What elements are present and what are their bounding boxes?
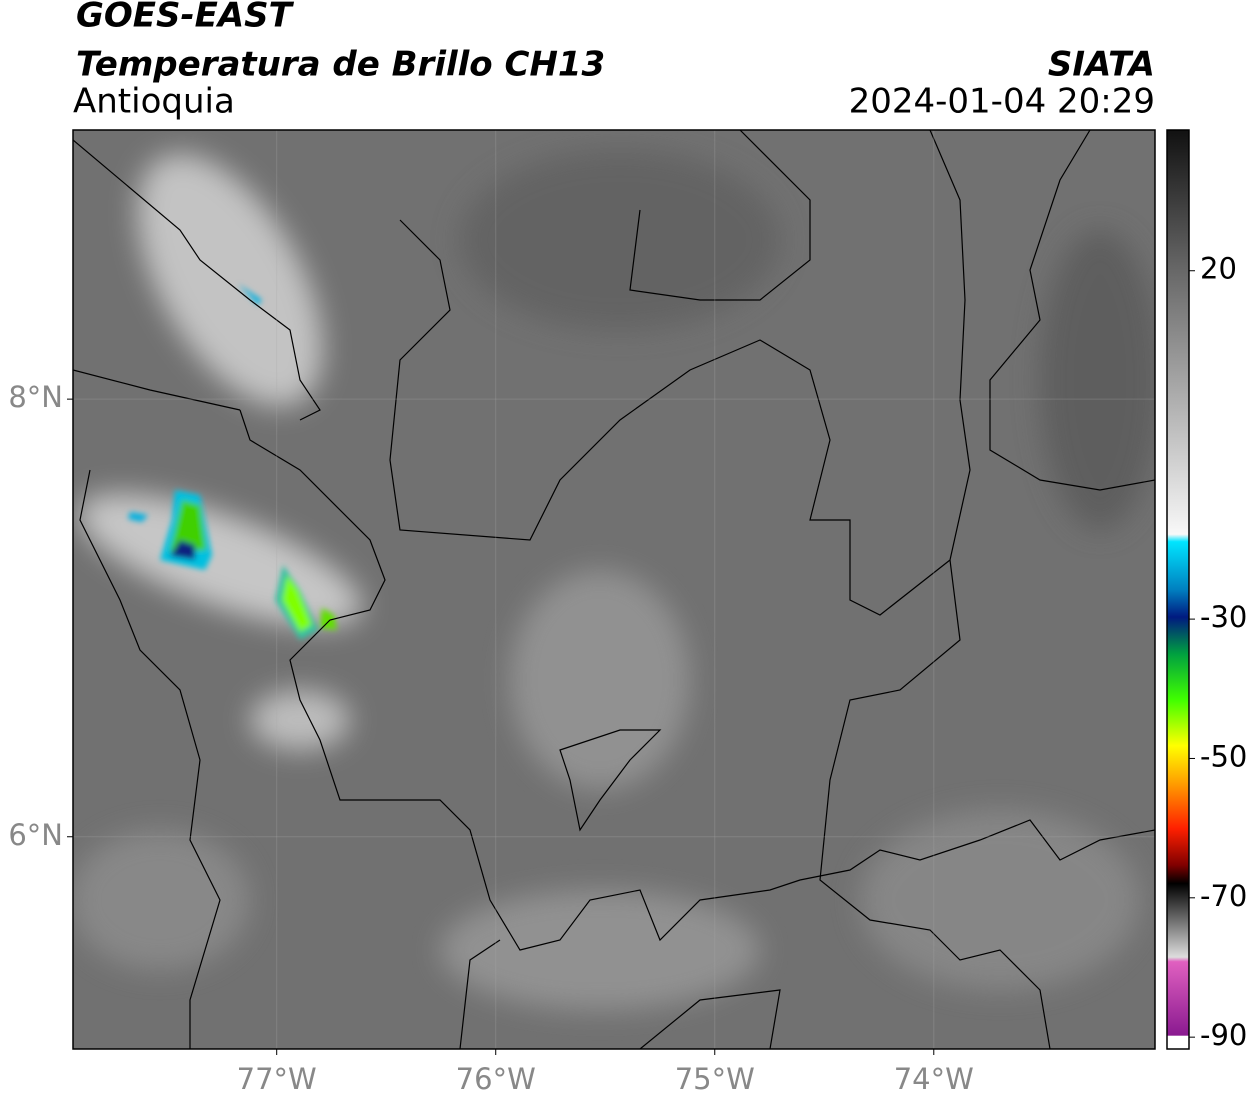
region: Antioquia bbox=[73, 82, 235, 122]
colorbar-tick-label: -90 bbox=[1200, 1018, 1247, 1052]
colorbar bbox=[1166, 129, 1190, 1050]
source: SIATA bbox=[1048, 45, 1155, 85]
title: GOES-EAST bbox=[76, 0, 295, 36]
colorbar-tick-label: -30 bbox=[1200, 600, 1247, 634]
subtitle: Temperatura de Brillo CH13 bbox=[76, 45, 605, 85]
x-tick-label: 75°W bbox=[675, 1062, 755, 1096]
datetime: 2024-01-04 20:29 bbox=[849, 82, 1155, 122]
y-tick-label: 8°N bbox=[8, 380, 63, 414]
map-image bbox=[73, 130, 1155, 1049]
colorbar-tick-label: -70 bbox=[1200, 879, 1247, 913]
colorbar-tick-label: -50 bbox=[1200, 739, 1247, 773]
x-tick-label: 76°W bbox=[456, 1062, 536, 1096]
grid bbox=[73, 130, 1155, 1049]
y-tick-label: 6°N bbox=[8, 818, 63, 852]
map-frame bbox=[72, 129, 1156, 1050]
colorbar-tick-label: 20 bbox=[1200, 252, 1237, 286]
x-tick-label: 77°W bbox=[237, 1062, 317, 1096]
x-tick-label: 74°W bbox=[894, 1062, 974, 1096]
